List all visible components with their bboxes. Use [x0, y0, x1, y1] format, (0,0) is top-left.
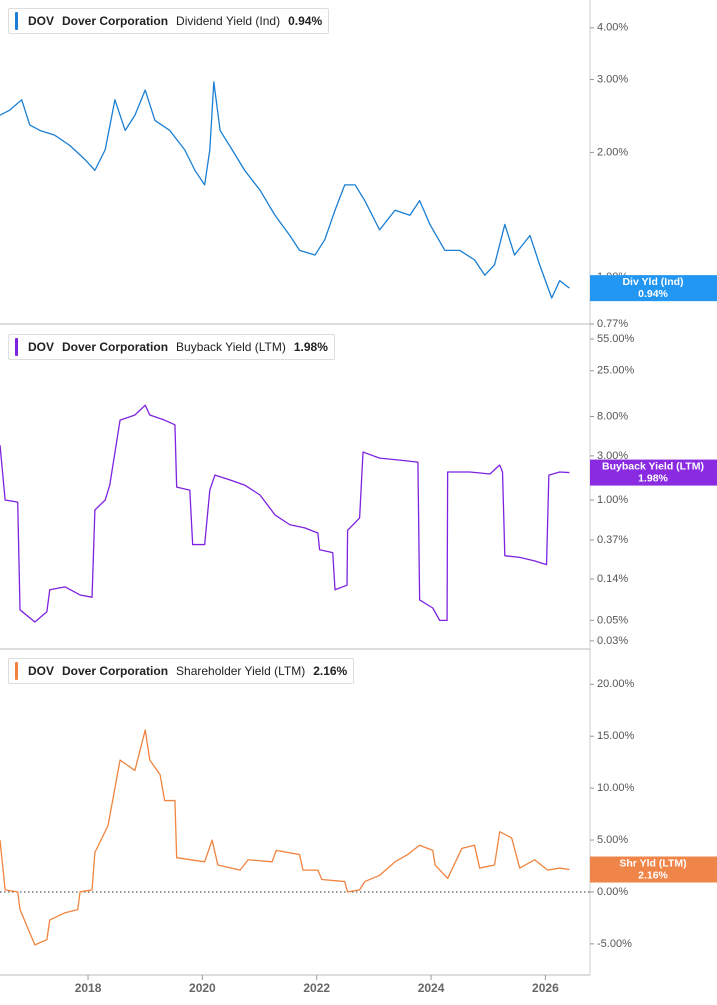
panel-header: DOV Dover Corporation Dividend Yield (In…: [8, 8, 330, 34]
y-tick-label: 0.14%: [597, 573, 628, 585]
y-tick-label: 0.05%: [597, 614, 628, 626]
value-badge: [590, 275, 717, 302]
x-tick-label: 2026: [532, 981, 559, 995]
badge-value: 1.98%: [638, 472, 668, 484]
y-tick-label: 2.00%: [597, 146, 628, 158]
y-tick-label: 3.00%: [597, 73, 628, 85]
y-tick-label: 8.00%: [597, 410, 628, 422]
y-tick-label: 5.00%: [597, 834, 628, 846]
current-value: 2.16%: [313, 664, 348, 678]
badge-label: Shr Yld (LTM): [619, 857, 686, 869]
x-tick-label: 2020: [189, 981, 216, 995]
y-tick-label: 0.77%: [597, 318, 628, 330]
x-tick-label: 2024: [418, 981, 445, 995]
metric: Shareholder Yield (LTM): [176, 664, 306, 678]
company: Dover Corporation: [62, 14, 169, 28]
value-badge: [590, 459, 717, 486]
series-line: [0, 81, 570, 299]
y-tick-label: 20.00%: [597, 678, 635, 690]
y-tick-label: 0.00%: [597, 886, 628, 898]
current-value: 1.98%: [293, 340, 328, 354]
metric: Buyback Yield (LTM): [176, 340, 286, 354]
y-tick-label: 10.00%: [597, 782, 635, 794]
ticker: DOV: [28, 340, 55, 354]
badge-value: 2.16%: [638, 869, 668, 881]
current-value: 0.94%: [288, 14, 323, 28]
badge-value: 0.94%: [638, 288, 668, 300]
y-tick-label: 1.00%: [597, 494, 628, 506]
panel-header: DOV Dover Corporation Shareholder Yield …: [8, 658, 355, 684]
ticker: DOV: [28, 14, 55, 28]
company: Dover Corporation: [62, 340, 169, 354]
y-tick-label: 4.00%: [597, 22, 628, 34]
series-line: [0, 404, 570, 623]
metric: Dividend Yield (Ind): [176, 14, 281, 28]
x-tick-label: 2022: [303, 981, 330, 995]
legend-marker: [15, 662, 18, 680]
y-tick-label: 0.03%: [597, 635, 628, 647]
series-line: [0, 729, 570, 946]
y-tick-label: 25.00%: [597, 365, 635, 377]
value-badge: [590, 856, 717, 883]
panel-header: DOV Dover Corporation Buyback Yield (LTM…: [8, 334, 335, 360]
y-tick-label: 55.00%: [597, 333, 635, 345]
y-tick-label: -5.00%: [597, 938, 632, 950]
y-tick-label: 15.00%: [597, 730, 635, 742]
company: Dover Corporation: [62, 664, 169, 678]
legend-marker: [15, 12, 18, 30]
legend-marker: [15, 338, 18, 356]
badge-label: Div Yld (Ind): [622, 276, 683, 288]
y-tick-label: 3.00%: [597, 450, 628, 462]
x-tick-label: 2018: [75, 981, 102, 995]
badge-label: Buyback Yield (LTM): [602, 460, 704, 472]
ticker: DOV: [28, 664, 55, 678]
y-tick-label: 0.37%: [597, 534, 628, 546]
